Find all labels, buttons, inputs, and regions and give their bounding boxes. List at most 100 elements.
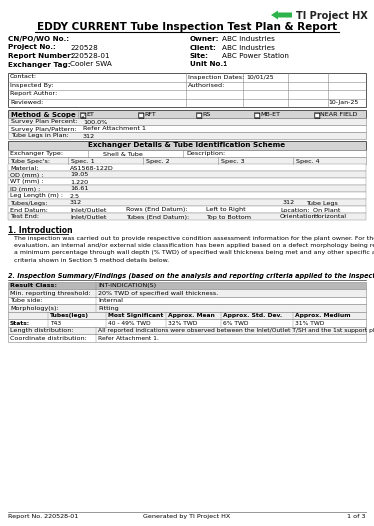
Text: evaluation, an internal and/or external side classification has been applied bas: evaluation, an internal and/or external … bbox=[8, 243, 374, 248]
Text: Material:: Material: bbox=[10, 166, 39, 170]
Text: OD (mm) :: OD (mm) : bbox=[10, 173, 43, 177]
Text: Unit No.:: Unit No.: bbox=[190, 62, 226, 67]
Bar bbox=[8, 312, 366, 319]
Text: 312: 312 bbox=[70, 200, 82, 206]
Text: 220528-01: 220528-01 bbox=[70, 53, 110, 59]
Text: Cooler SWA: Cooler SWA bbox=[70, 62, 112, 67]
Bar bbox=[8, 118, 366, 125]
Text: Tube Legs in Plan:: Tube Legs in Plan: bbox=[11, 134, 69, 138]
Bar bbox=[8, 289, 366, 297]
Text: Length distribution:: Length distribution: bbox=[10, 328, 74, 333]
Text: Report Number:: Report Number: bbox=[8, 53, 74, 59]
Text: Exchanger Type:: Exchanger Type: bbox=[10, 151, 63, 157]
Text: All reported indications were observed between the Inlet/Outlet T/SH and the 1st: All reported indications were observed b… bbox=[98, 328, 374, 333]
Text: Coordinate distribution:: Coordinate distribution: bbox=[10, 336, 87, 341]
Bar bbox=[8, 199, 366, 206]
Bar bbox=[8, 327, 366, 335]
Text: Tube Spec's:: Tube Spec's: bbox=[10, 158, 50, 164]
Bar bbox=[8, 305, 366, 312]
Text: Client:: Client: bbox=[190, 45, 217, 50]
Text: Report No. 220528-01: Report No. 220528-01 bbox=[8, 514, 79, 519]
Text: RFT: RFT bbox=[144, 112, 156, 116]
Text: MB-ET: MB-ET bbox=[260, 112, 280, 116]
Text: ☐: ☐ bbox=[254, 112, 260, 120]
Bar bbox=[8, 319, 366, 327]
Text: Contact:: Contact: bbox=[10, 75, 37, 79]
Text: T43: T43 bbox=[50, 321, 61, 326]
Bar bbox=[8, 150, 366, 157]
Bar bbox=[8, 125, 366, 132]
Text: ☐: ☐ bbox=[313, 112, 321, 120]
Text: RS: RS bbox=[202, 112, 210, 116]
Text: ET: ET bbox=[86, 112, 94, 116]
Bar bbox=[8, 185, 366, 192]
Text: Approx. Std. Dev.: Approx. Std. Dev. bbox=[223, 313, 282, 318]
Text: Exchanger Tag:: Exchanger Tag: bbox=[8, 62, 71, 67]
Text: ☐: ☐ bbox=[138, 112, 144, 120]
Text: 100.0%: 100.0% bbox=[83, 119, 107, 125]
Text: Generated by TI Project HX: Generated by TI Project HX bbox=[143, 514, 231, 519]
Text: 1 of 3: 1 of 3 bbox=[347, 514, 366, 519]
Bar bbox=[8, 171, 366, 178]
Text: Reviewed:: Reviewed: bbox=[10, 100, 43, 105]
Text: 10-Jan-25: 10-Jan-25 bbox=[328, 100, 358, 105]
Bar bbox=[8, 110, 366, 118]
Text: Inlet/Outlet: Inlet/Outlet bbox=[70, 215, 106, 219]
Text: Inlet/Outlet: Inlet/Outlet bbox=[70, 207, 106, 213]
Bar bbox=[8, 282, 366, 289]
Bar bbox=[254, 112, 259, 116]
Text: Owner:: Owner: bbox=[190, 36, 220, 42]
Text: Description:: Description: bbox=[186, 151, 225, 157]
Text: AS1568-122D: AS1568-122D bbox=[70, 166, 114, 170]
Text: Tube side:: Tube side: bbox=[10, 298, 43, 304]
Text: Spec. 3: Spec. 3 bbox=[221, 158, 245, 164]
Bar bbox=[196, 112, 201, 116]
Text: Tubes (End Datum):: Tubes (End Datum): bbox=[126, 215, 189, 219]
Bar bbox=[8, 178, 366, 185]
Text: Morphology(s):: Morphology(s): bbox=[10, 306, 59, 311]
Text: 1: 1 bbox=[222, 62, 227, 67]
Text: 20% TWD of specified wall thickness.: 20% TWD of specified wall thickness. bbox=[98, 291, 218, 296]
Text: 6% TWD: 6% TWD bbox=[223, 321, 248, 326]
Text: Report Author:: Report Author: bbox=[10, 92, 57, 96]
Text: Spec. 1: Spec. 1 bbox=[71, 158, 95, 164]
FancyArrow shape bbox=[271, 11, 292, 19]
Text: TI Project HX: TI Project HX bbox=[296, 11, 368, 21]
Text: Internal: Internal bbox=[98, 298, 123, 304]
Text: 2. Inspection Summary/Findings (based on the analysis and reporting criteria app: 2. Inspection Summary/Findings (based on… bbox=[8, 273, 374, 279]
Text: The inspection was carried out to provide respective condition assessment inform: The inspection was carried out to provid… bbox=[8, 236, 374, 241]
Text: 40 - 49% TWD: 40 - 49% TWD bbox=[108, 321, 151, 326]
Text: 312: 312 bbox=[283, 200, 295, 206]
Text: Survey Plan/Pattern:: Survey Plan/Pattern: bbox=[11, 126, 77, 132]
Text: Orientation:: Orientation: bbox=[280, 215, 319, 219]
Text: Survey Plan Percent:: Survey Plan Percent: bbox=[11, 119, 77, 125]
Text: Result Class:: Result Class: bbox=[10, 284, 57, 288]
Text: Refer Attachment 1: Refer Attachment 1 bbox=[83, 126, 146, 132]
Text: Stats:: Stats: bbox=[10, 321, 30, 326]
Text: Tubes/Legs:: Tubes/Legs: bbox=[10, 200, 47, 206]
Text: ABC Industries: ABC Industries bbox=[222, 45, 275, 50]
Bar bbox=[8, 157, 366, 164]
Text: Left to Right: Left to Right bbox=[206, 207, 246, 213]
Bar bbox=[8, 164, 366, 171]
Bar bbox=[80, 112, 85, 116]
Bar bbox=[8, 297, 366, 305]
Text: Most Significant: Most Significant bbox=[108, 313, 163, 318]
Bar bbox=[138, 112, 143, 116]
Text: Spec. 4: Spec. 4 bbox=[296, 158, 320, 164]
Text: 10/01/25: 10/01/25 bbox=[246, 75, 274, 79]
Text: Method & Scope: Method & Scope bbox=[11, 112, 76, 117]
Text: Approx. Mean: Approx. Mean bbox=[168, 313, 215, 318]
Text: Horizontal: Horizontal bbox=[313, 215, 346, 219]
Text: a minimum percentage through wall depth (% TWD) of specified wall thickness bein: a minimum percentage through wall depth … bbox=[8, 250, 374, 256]
Text: 16.61: 16.61 bbox=[70, 187, 89, 191]
Bar bbox=[8, 141, 366, 150]
Text: Authorised:: Authorised: bbox=[188, 83, 225, 88]
Bar bbox=[8, 213, 366, 220]
Text: Exchanger Details & Tube Identification Scheme: Exchanger Details & Tube Identification … bbox=[88, 143, 286, 148]
Text: End Datum:: End Datum: bbox=[10, 207, 48, 213]
Bar bbox=[8, 192, 366, 199]
Text: ABC Industries: ABC Industries bbox=[222, 36, 275, 42]
Text: Rows (End Datum):: Rows (End Datum): bbox=[126, 207, 187, 213]
Bar bbox=[8, 132, 366, 139]
